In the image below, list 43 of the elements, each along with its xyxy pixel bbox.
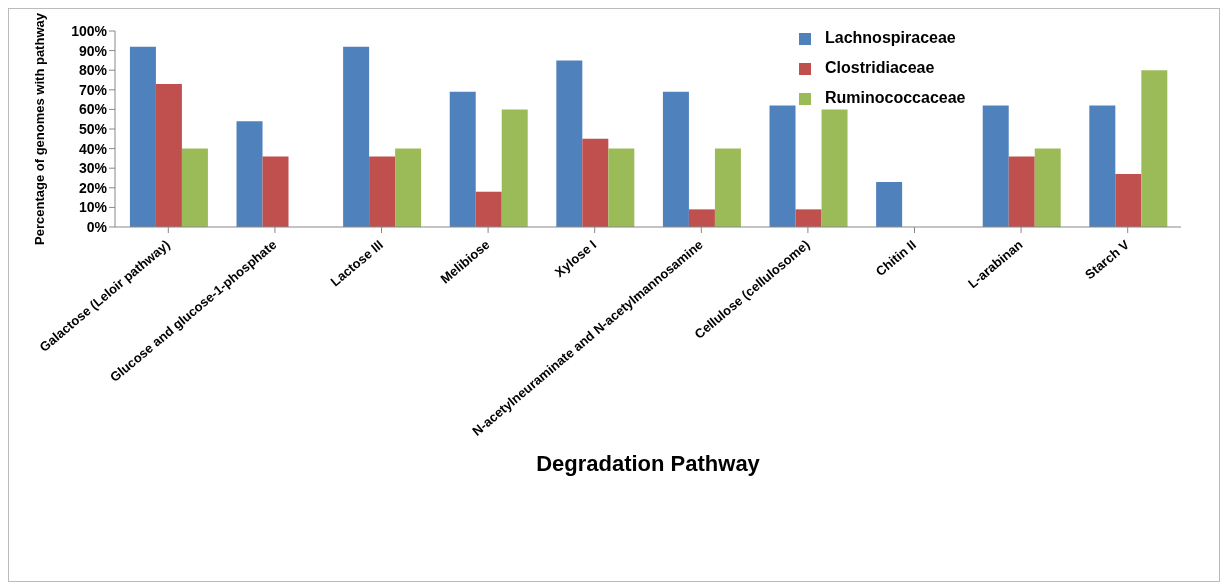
bar <box>343 46 370 227</box>
x-axis-title: Degradation Pathway <box>536 451 761 476</box>
bar <box>236 121 263 227</box>
y-tick-label: 0% <box>86 218 108 235</box>
legend-label: Ruminococcaceae <box>825 89 966 106</box>
bar <box>608 148 635 227</box>
bar <box>501 109 528 227</box>
bar <box>475 191 502 227</box>
bar <box>1115 174 1142 227</box>
bar <box>662 91 689 227</box>
bar <box>395 148 422 227</box>
y-tick-label: 20% <box>78 179 108 196</box>
y-tick-label: 100% <box>71 22 108 39</box>
y-tick-label: 30% <box>78 160 108 177</box>
bar <box>1034 148 1061 227</box>
bar <box>369 156 396 227</box>
bar <box>714 148 741 227</box>
bar <box>1008 156 1035 227</box>
bar <box>449 91 476 227</box>
y-tick-label: 60% <box>78 101 108 118</box>
y-tick-label: 50% <box>78 120 108 137</box>
bar <box>556 60 583 227</box>
bar <box>982 105 1009 227</box>
bar <box>582 138 609 227</box>
bar <box>1089 105 1116 227</box>
y-tick-label: 70% <box>78 81 108 98</box>
bar <box>181 148 208 227</box>
y-tick-label: 40% <box>78 140 108 157</box>
y-tick-label: 10% <box>78 199 108 216</box>
y-tick-label: 90% <box>78 42 108 59</box>
y-tick-label: 80% <box>78 62 108 79</box>
bar <box>821 109 848 227</box>
bar <box>795 209 822 227</box>
bar <box>262 156 289 227</box>
bar <box>1141 70 1168 227</box>
bar <box>688 209 715 227</box>
y-axis-title: Percentage of genomes with pathway <box>31 12 47 245</box>
bar <box>769 105 796 227</box>
legend-label: Clostridiaceae <box>825 59 935 76</box>
bar <box>129 46 156 227</box>
legend-label: Lachnospiraceae <box>825 29 956 46</box>
bar <box>876 181 903 227</box>
bar <box>155 83 182 227</box>
